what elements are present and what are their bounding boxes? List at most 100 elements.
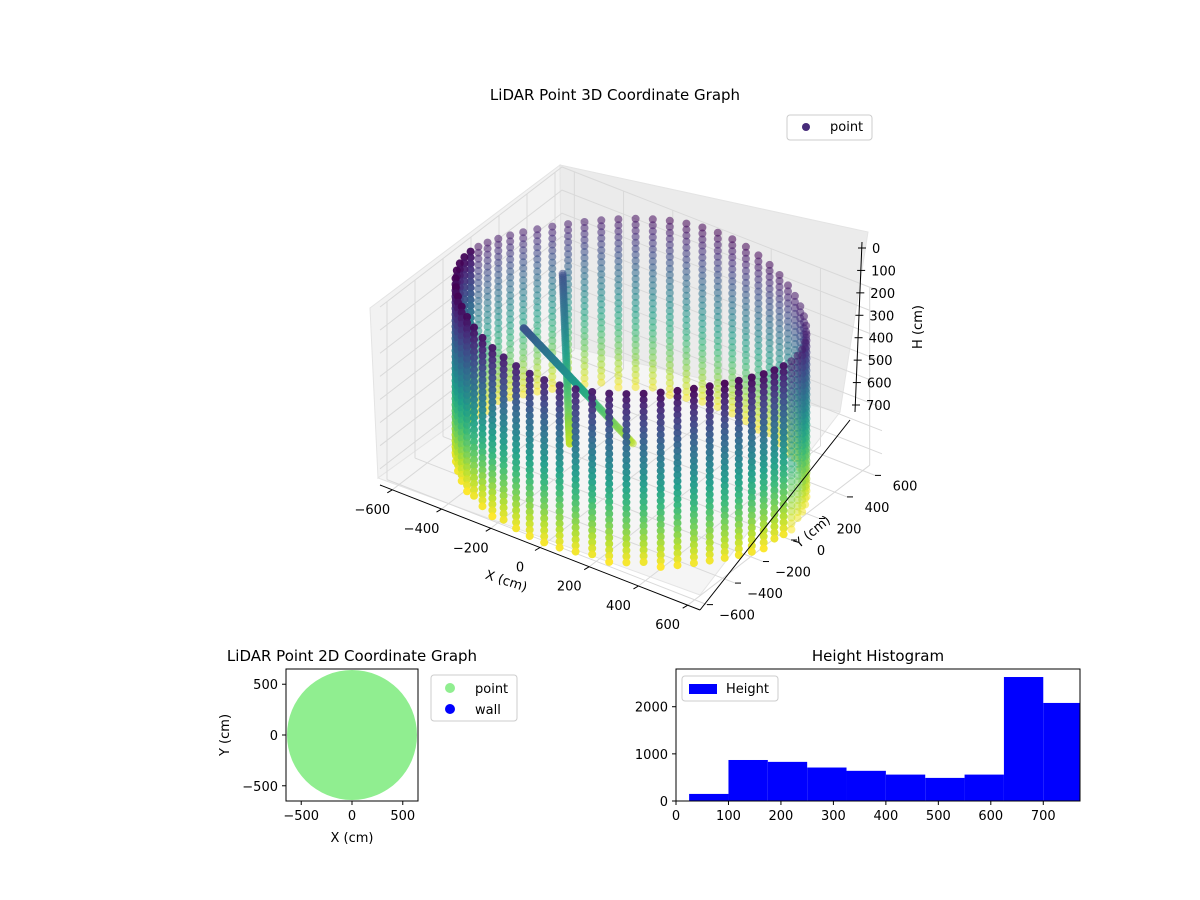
- data-point: [673, 410, 682, 419]
- data-point: [555, 513, 564, 522]
- data-point: [734, 454, 743, 463]
- data-point: [787, 423, 796, 432]
- data-point: [588, 484, 597, 493]
- data-point: [673, 417, 682, 425]
- data-point: [506, 237, 515, 246]
- data-point: [689, 559, 698, 568]
- data-point: [533, 267, 542, 276]
- data-point: [525, 465, 534, 474]
- data-point: [784, 329, 792, 338]
- data-point: [728, 295, 737, 304]
- grid-line: [379, 189, 883, 331]
- data-point: [673, 392, 682, 401]
- data-point: [622, 456, 631, 465]
- tick-mark: [436, 508, 442, 513]
- data-point: [488, 452, 497, 461]
- data-point: [728, 355, 737, 364]
- data-point: [713, 373, 722, 381]
- data-point: [665, 295, 674, 303]
- data-point: [705, 484, 714, 493]
- data-point: [506, 261, 515, 270]
- data-point: [571, 487, 580, 496]
- data-point: [705, 454, 714, 463]
- data-point: [682, 351, 691, 360]
- data-point: [689, 396, 698, 405]
- data-point: [631, 353, 640, 361]
- data-point: [656, 562, 665, 571]
- x-ticks-2d: −500 0 500: [283, 801, 415, 824]
- data-point: [571, 469, 580, 478]
- data-point: [478, 376, 487, 384]
- data-point: [494, 240, 503, 249]
- data-point: [631, 232, 640, 241]
- data-point: [784, 293, 792, 302]
- data-point: [499, 359, 508, 368]
- data-point: [779, 470, 788, 479]
- data-point: [488, 404, 497, 413]
- data-point: [639, 515, 648, 524]
- data-point: [639, 534, 648, 542]
- data-point: [605, 437, 614, 446]
- data-point: [741, 333, 750, 341]
- data-point: [548, 234, 557, 243]
- data-point: [533, 321, 542, 330]
- data-point: [698, 259, 707, 268]
- data-point: [525, 495, 534, 504]
- data-point: [540, 436, 549, 445]
- data-point: [639, 407, 648, 416]
- data-point: [622, 510, 631, 519]
- data-point: [597, 300, 606, 309]
- data-point: [533, 309, 542, 318]
- data-point: [705, 532, 714, 541]
- data-point: [705, 496, 714, 505]
- data-point: [478, 418, 487, 426]
- data-point: [597, 252, 606, 261]
- data-point: [463, 475, 472, 484]
- x-ticks-3d: −600 −400 −200 0 200 400 600: [354, 489, 688, 633]
- data-point: [713, 306, 722, 315]
- data-point: [466, 265, 475, 274]
- data-point: [555, 393, 564, 402]
- data-point: [759, 424, 768, 433]
- grid-line: [554, 349, 876, 476]
- data-point: [698, 373, 707, 382]
- data-point: [580, 308, 589, 317]
- data-point: [759, 514, 768, 523]
- grid-line: [379, 235, 883, 377]
- data-point: [765, 339, 774, 347]
- data-point: [787, 375, 796, 384]
- data-point: [519, 348, 528, 357]
- data-point: [571, 481, 580, 490]
- data-point: [494, 294, 503, 303]
- data-point: [597, 240, 606, 249]
- data-point: [525, 525, 534, 534]
- data-point: [512, 386, 521, 395]
- data-point: [580, 290, 589, 299]
- data-point: [656, 400, 665, 409]
- data-point: [720, 427, 729, 436]
- data-point: [519, 354, 528, 363]
- y-ticks-2d: 500 0 −500: [242, 678, 286, 795]
- data-point: [787, 393, 796, 402]
- histogram-bar: [767, 761, 808, 801]
- data-point: [720, 487, 729, 496]
- data-point: [622, 522, 631, 531]
- data-point: [488, 362, 497, 370]
- data-point: [614, 257, 623, 266]
- data-point: [656, 526, 665, 535]
- data-point: [512, 374, 521, 383]
- data-point: [698, 343, 707, 352]
- data-point: [466, 301, 475, 310]
- data-point: [728, 283, 737, 292]
- data-point: [571, 403, 580, 412]
- data-point: [741, 260, 750, 269]
- data-point: [648, 251, 657, 260]
- data-point: [747, 547, 756, 556]
- data-point: [580, 224, 589, 232]
- data-point: [555, 411, 564, 420]
- data-point: [488, 446, 497, 455]
- data-point: [656, 532, 665, 541]
- data-point: [713, 264, 722, 273]
- data-point: [580, 272, 589, 281]
- data-point: [494, 270, 503, 279]
